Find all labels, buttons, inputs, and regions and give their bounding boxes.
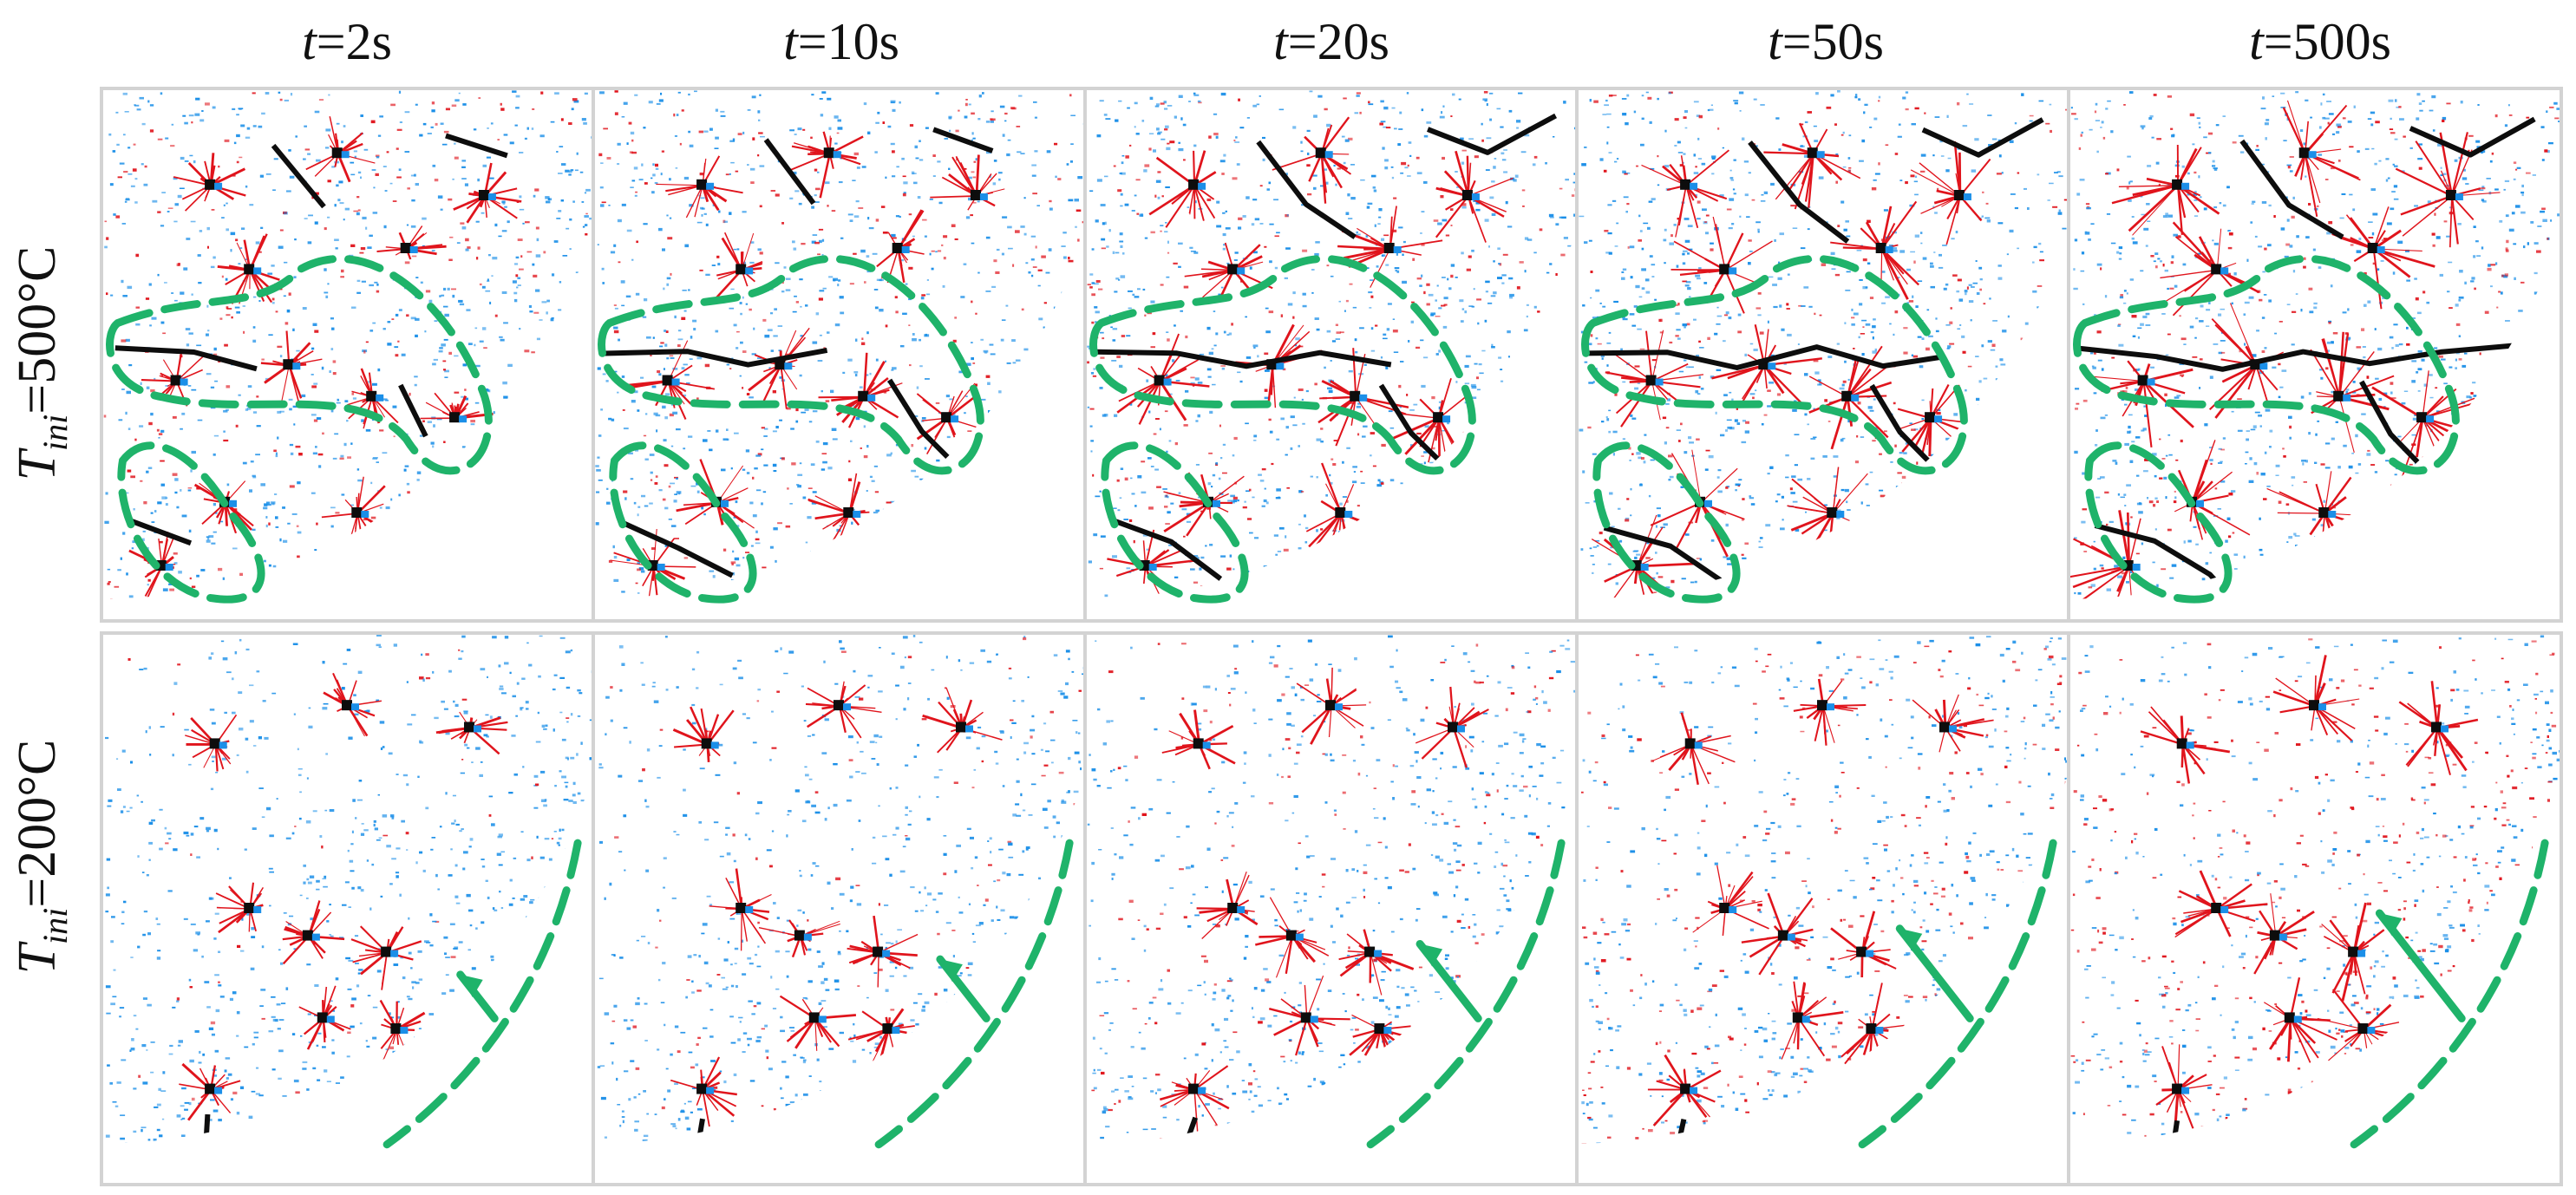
highlight-annotations: [1089, 255, 1476, 604]
time-label-20s: t=20s: [1273, 13, 1389, 70]
outside-mask: [1579, 90, 2068, 619]
outside-mask: [1087, 90, 1576, 619]
panel-500-500s: [2067, 87, 2563, 623]
panel-200-20s: [1083, 631, 1579, 1186]
panel-200-50s: [1575, 631, 2071, 1186]
outside-mask: [103, 635, 592, 1183]
outside-mask: [2070, 90, 2560, 619]
outside-mask: [595, 635, 1084, 1183]
damage-field: [2070, 91, 2560, 619]
outside-mask: [595, 90, 1084, 619]
time-label-500s: t=500s: [2249, 13, 2391, 70]
panel-200-500s: [2067, 631, 2563, 1186]
time-label-50s: t=50s: [1768, 13, 1884, 70]
panel-500-10s: [592, 87, 1088, 623]
highlight-annotations: [382, 839, 582, 1149]
damage-field: [597, 635, 1084, 1164]
panel-500-2s: [100, 87, 596, 623]
outside-mask: [1087, 635, 1576, 1183]
panel-500-20s: [1083, 87, 1579, 623]
time-label-2s: t=2s: [302, 13, 392, 70]
panel-500-50s: [1575, 87, 2071, 623]
panel-200-2s: [100, 631, 596, 1186]
highlight-annotations: [1858, 839, 2057, 1149]
row-label-200C: Tini=200°C: [8, 739, 75, 975]
highlight-annotations: [2073, 255, 2460, 604]
outside-mask: [2070, 635, 2560, 1183]
time-label-10s: t=10s: [783, 13, 899, 70]
highlight-annotations: [2350, 839, 2549, 1149]
highlight-annotations: [598, 255, 984, 604]
row-label-500C: Tini=500°C: [8, 245, 75, 481]
highlight-annotations: [1366, 839, 1566, 1149]
highlight-annotations: [874, 839, 1074, 1149]
outside-mask: [103, 90, 592, 619]
highlight-annotations: [1581, 255, 1968, 604]
highlight-annotations: [106, 255, 493, 604]
damage-field: [1579, 90, 2068, 618]
outside-mask: [1579, 635, 2068, 1183]
panel-200-10s: [592, 631, 1088, 1186]
